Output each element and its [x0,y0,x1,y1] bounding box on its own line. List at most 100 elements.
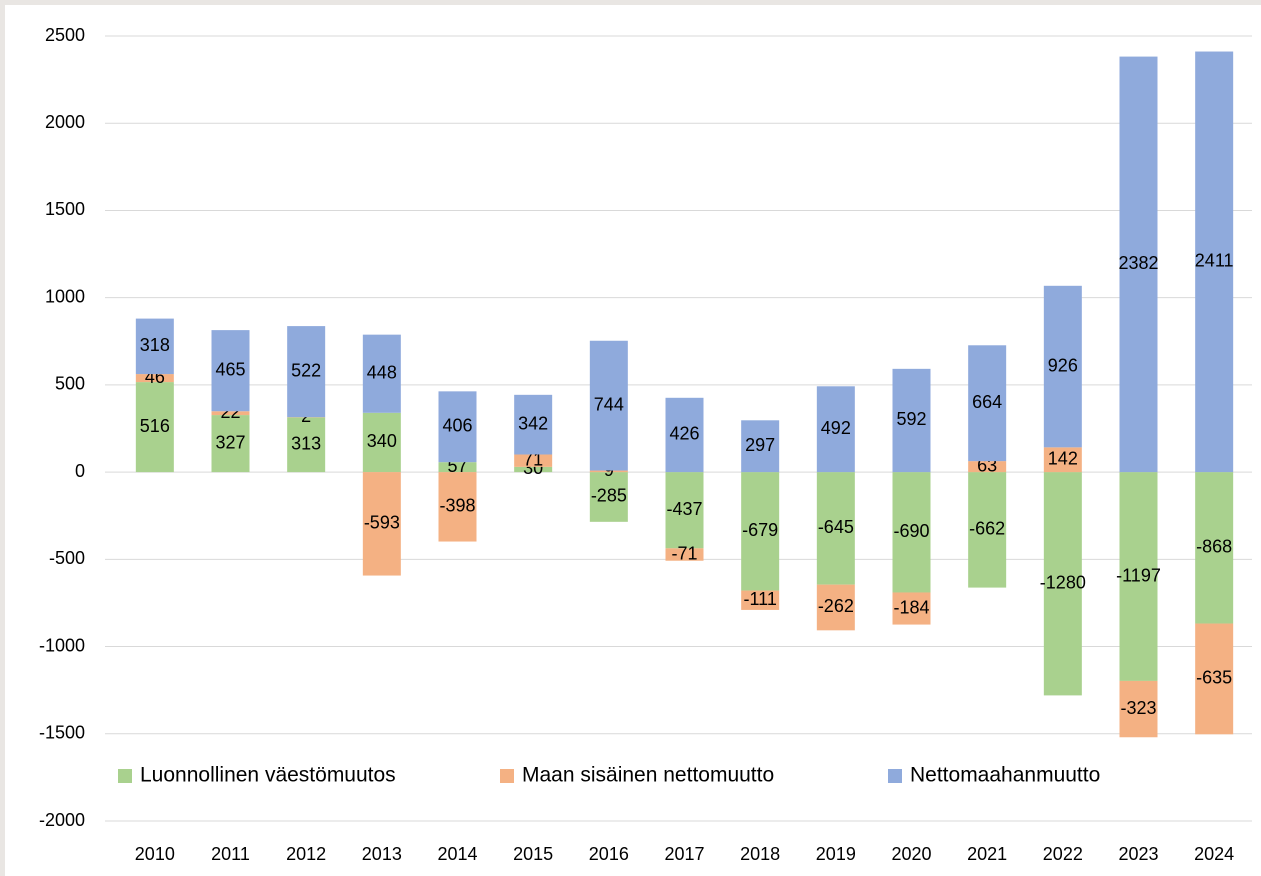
bar-segment [1195,623,1234,735]
bar-segment [589,340,628,471]
data-label: 327 [215,432,245,452]
bar-segment [514,466,553,473]
data-label: -635 [1196,668,1232,688]
bar-segment [968,461,1007,473]
data-label: -111 [743,589,776,609]
bar-segment [438,472,477,542]
data-label: 2382 [1118,253,1158,273]
y-tick-label: -500 [49,548,85,568]
data-label: 744 [594,394,624,414]
bar-segment [665,548,704,561]
bar-segment [135,374,174,383]
x-tick-label: 2017 [664,844,704,864]
y-tick-label: 1500 [45,199,85,219]
legend-label: Maan sisäinen nettomuutto [522,764,774,787]
bar-segment [362,472,401,576]
data-label: -662 [969,519,1005,539]
bar-segment [1119,472,1158,681]
data-label: -285 [591,486,627,506]
data-label: -593 [364,513,400,533]
data-label: 406 [442,416,472,436]
x-tick-label: 2013 [362,844,402,864]
bar-segment [968,345,1007,462]
data-label: 142 [1048,448,1078,468]
bar-segment [1043,285,1082,448]
bar-segment [665,472,704,549]
bar-segment [1043,472,1082,696]
x-tick-label: 2021 [967,844,1007,864]
bar-segment [1119,56,1158,473]
data-label: 465 [215,359,245,379]
bar-segment [892,368,931,473]
data-label: 448 [367,362,397,382]
x-tick-label: 2024 [1194,844,1234,864]
bar-segment [362,334,401,413]
data-label: 426 [669,424,699,444]
bar-segment [514,394,553,455]
y-tick-label: 2500 [45,25,85,45]
bar-segment [816,386,855,473]
bar-segment [1195,472,1234,624]
y-tick-label: -1500 [39,723,85,743]
x-tick-label: 2010 [135,844,175,864]
x-tick-label: 2015 [513,844,553,864]
legend-swatch [500,769,514,783]
x-tick-label: 2012 [286,844,326,864]
x-tick-label: 2020 [891,844,931,864]
data-label: -645 [818,517,854,537]
bar-segment [211,330,250,412]
data-label: -679 [742,520,778,540]
data-label: -398 [439,496,475,516]
legend-swatch [118,769,132,783]
y-tick-label: -1000 [39,635,85,655]
data-label: -184 [893,597,929,617]
legend-swatch [888,769,902,783]
data-label: 2411 [1195,251,1234,271]
legend-label: Nettomaahanmuutto [910,764,1100,787]
bar-segment [741,472,780,591]
data-label: -1197 [1116,565,1161,585]
bar-segment [287,417,326,473]
data-label: -1280 [1040,573,1086,593]
legend-label: Luonnollinen väestömuutos [140,764,396,787]
data-label: -262 [818,596,854,616]
data-label: 342 [518,413,548,433]
x-tick-label: 2011 [211,844,250,864]
data-label: 926 [1048,355,1078,375]
x-tick-label: 2019 [816,844,856,864]
data-label: -690 [893,521,929,541]
bar-segment [1043,447,1082,473]
bar-segment [135,382,174,473]
data-label: -868 [1196,537,1232,557]
data-label: 664 [972,392,1002,412]
bar-segment [741,420,780,473]
bar-segment [741,590,780,610]
bar-segment [135,318,174,375]
data-label: 318 [140,335,170,355]
data-label: 297 [745,435,775,455]
y-tick-label: 1000 [45,286,85,306]
data-label: 340 [367,431,397,451]
data-label: 592 [896,409,926,429]
bar-segment [892,472,931,593]
bar-segment [287,326,326,418]
bar-segment [362,412,401,473]
y-tick-label: 500 [55,374,85,394]
data-label: 492 [821,418,851,438]
bar-segment [211,411,250,416]
bar-segment [892,592,931,625]
bar-segment [665,397,704,473]
data-label: -437 [666,499,702,519]
bar-segment [211,415,250,473]
y-tick-label: 0 [75,461,85,481]
bar-segment [968,472,1007,588]
data-label: 313 [291,434,321,454]
y-tick-label: 2000 [45,112,85,132]
data-label: 516 [140,416,170,436]
y-tick-label: -2000 [39,810,85,830]
bar-segment [816,472,855,585]
x-tick-label: 2022 [1043,844,1083,864]
x-tick-label: 2023 [1118,844,1158,864]
bar-segment [514,454,553,467]
